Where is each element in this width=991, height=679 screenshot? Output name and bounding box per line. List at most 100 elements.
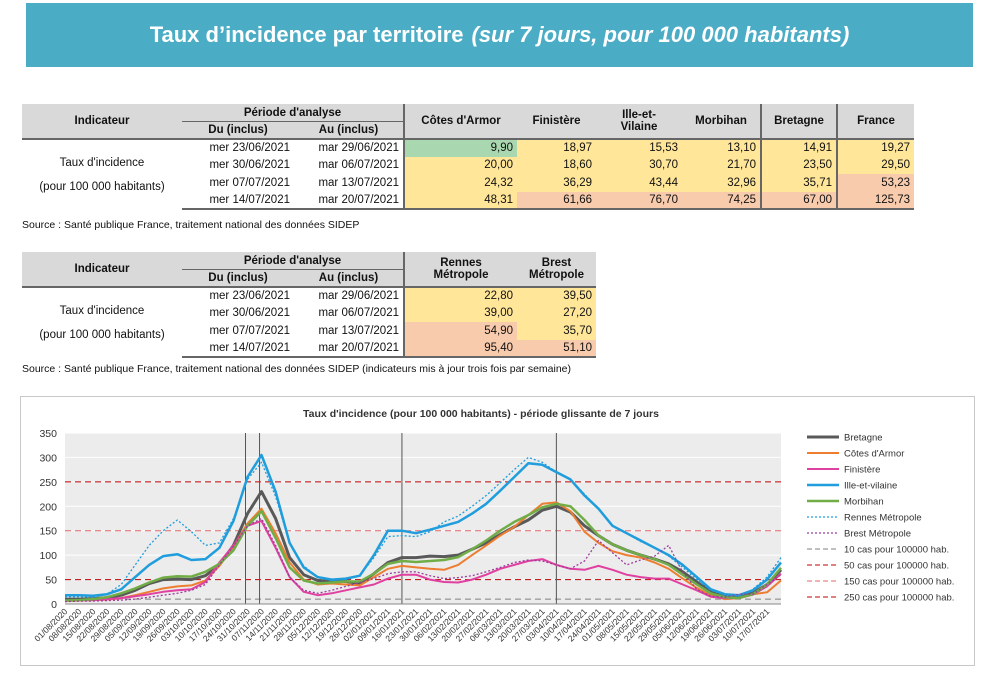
legend-label: 250 cas pour 100000 hab. <box>844 593 954 604</box>
row-3-du: mer 14/07/2021 <box>182 339 294 358</box>
header-col-1: Finistère <box>517 104 596 139</box>
cell: 35,70 <box>517 322 596 340</box>
indicator-line2: (pour 100 000 habitants) <box>39 328 165 341</box>
header-brest: Brest Métropole <box>517 252 596 287</box>
legend-label: Ille-et-vilaine <box>844 481 897 492</box>
incidence-table-departements: Indicateur Période d'analyse Côtes d'Arm… <box>22 104 914 210</box>
y-tick-label: 100 <box>39 550 57 562</box>
y-tick-label: 50 <box>45 575 57 587</box>
cell: 14,91 <box>760 138 837 157</box>
cell: 9,90 <box>403 138 517 157</box>
incidence-table-metropoles: Indicateur Période d'analyse Rennes Métro… <box>22 252 596 358</box>
header-indicator: Indicateur <box>22 252 182 287</box>
legend-label: 50 cas pour 100000 hab. <box>844 561 949 572</box>
chart-title: Taux d'incidence (pour 100 000 habitants… <box>303 408 659 420</box>
indicator-line2: (pour 100 000 habitants) <box>39 180 165 193</box>
cell: 30,70 <box>596 156 682 174</box>
y-tick-label: 150 <box>39 526 57 538</box>
cell: 61,66 <box>517 191 596 210</box>
indicator-line1: Taux d'incidence <box>59 304 145 317</box>
cell: 35,71 <box>760 174 837 192</box>
cell: 67,00 <box>760 191 837 210</box>
row-0-du: mer 23/06/2021 <box>182 286 294 305</box>
header-period: Période d'analyse <box>182 252 404 270</box>
y-tick-label: 200 <box>39 501 57 513</box>
row-0-au: mar 29/06/2021 <box>294 286 404 305</box>
row-3-du: mer 14/07/2021 <box>182 191 294 210</box>
legend-label: Brest Métropole <box>844 529 911 540</box>
cell: 43,44 <box>596 174 682 192</box>
cell: 22,80 <box>403 286 517 305</box>
cell: 39,50 <box>517 286 596 305</box>
row-1-du: mer 30/06/2021 <box>209 159 290 172</box>
indicator-label: Taux d'incidence (pour 100 000 habitants) <box>22 138 182 209</box>
legend-label: Finistère <box>844 465 880 476</box>
header-col-4: Bretagne <box>760 104 837 139</box>
cell: 24,32 <box>403 174 517 192</box>
y-tick-label: 350 <box>39 428 57 440</box>
incidence-chart: Taux d'incidence (pour 100 000 habitants… <box>20 396 975 666</box>
header-rennes-line1: Rennes <box>440 257 482 269</box>
header-du: Du (inclus) <box>182 269 294 287</box>
source-note-1: Source : Santé publique France, traiteme… <box>22 219 360 231</box>
cell: 39,00 <box>403 304 517 322</box>
banner-subtitle: (sur 7 jours, pour 100 000 habitants) <box>471 22 850 47</box>
header-col-5: France <box>836 104 914 139</box>
cell: 76,70 <box>596 191 682 210</box>
row-0-du: mer 23/06/2021 <box>182 138 294 157</box>
legend-label: Côtes d'Armor <box>844 449 904 460</box>
cell: 21,70 <box>682 156 761 174</box>
header-period: Période d'analyse <box>182 104 404 122</box>
title-banner: Taux d’incidence par territoire (sur 7 j… <box>26 3 973 67</box>
cell: 95,40 <box>403 339 517 358</box>
series-line <box>64 502 782 602</box>
cell: 74,25 <box>682 191 761 210</box>
header-col-3: Morbihan <box>682 104 761 139</box>
series-line <box>64 501 782 603</box>
row-0-au: mar 29/06/2021 <box>294 138 404 157</box>
cell: 36,29 <box>517 174 596 192</box>
row-1-au: mar 06/07/2021 <box>318 159 399 172</box>
header-brest-line2: Métropole <box>529 269 584 281</box>
row-1-du: mer 30/06/2021 <box>209 307 290 320</box>
header-au: Au (inclus) <box>294 269 404 287</box>
row-2-au: mar 13/07/2021 <box>318 324 399 337</box>
cell: 20,00 <box>403 156 517 174</box>
header-rennes-line2: Métropole <box>433 269 489 281</box>
legend-label: Bretagne <box>844 433 883 444</box>
header-du: Du (inclus) <box>182 121 294 139</box>
row-2-du: mer 07/07/2021 <box>209 324 290 337</box>
cell: 48,31 <box>403 191 517 210</box>
source-note-2: Source : Santé publique France, traiteme… <box>22 363 572 375</box>
legend-label: Morbihan <box>844 497 884 508</box>
y-tick-label: 0 <box>51 599 57 611</box>
cell: 125,73 <box>836 191 914 210</box>
series-line <box>64 517 782 603</box>
y-tick-label: 250 <box>39 477 57 489</box>
y-tick-label: 300 <box>39 452 57 464</box>
cell: 54,90 <box>403 322 517 340</box>
legend-label: 10 cas pour 100000 hab. <box>844 545 949 556</box>
legend-label: Rennes Métropole <box>844 513 922 524</box>
header-col-2-line2: Vilaine <box>620 121 658 133</box>
row-3-au: mar 20/07/2021 <box>294 339 404 358</box>
cell: 29,50 <box>836 156 914 174</box>
header-indicator: Indicateur <box>22 104 182 139</box>
series-line <box>64 519 782 602</box>
cell: 53,23 <box>836 174 914 192</box>
header-col-2: Ille-et- Vilaine <box>596 104 682 139</box>
row-3-au: mar 20/07/2021 <box>294 191 404 210</box>
cell: 18,97 <box>517 138 596 157</box>
header-au: Au (inclus) <box>294 121 404 139</box>
series-line <box>65 456 782 598</box>
cell: 13,10 <box>682 138 761 157</box>
cell: 18,60 <box>517 156 596 174</box>
cell: 15,53 <box>596 138 682 157</box>
header-brest-line1: Brest <box>541 257 572 269</box>
cell: 27,20 <box>517 304 596 322</box>
incidence-chart-svg: Taux d'incidence (pour 100 000 habitants… <box>32 408 954 643</box>
header-col-0: Côtes d'Armor <box>403 104 517 139</box>
banner-title: Taux d’incidence par territoire <box>149 22 464 47</box>
header-rennes: Rennes Métropole <box>403 252 517 287</box>
cell: 19,27 <box>836 138 914 157</box>
